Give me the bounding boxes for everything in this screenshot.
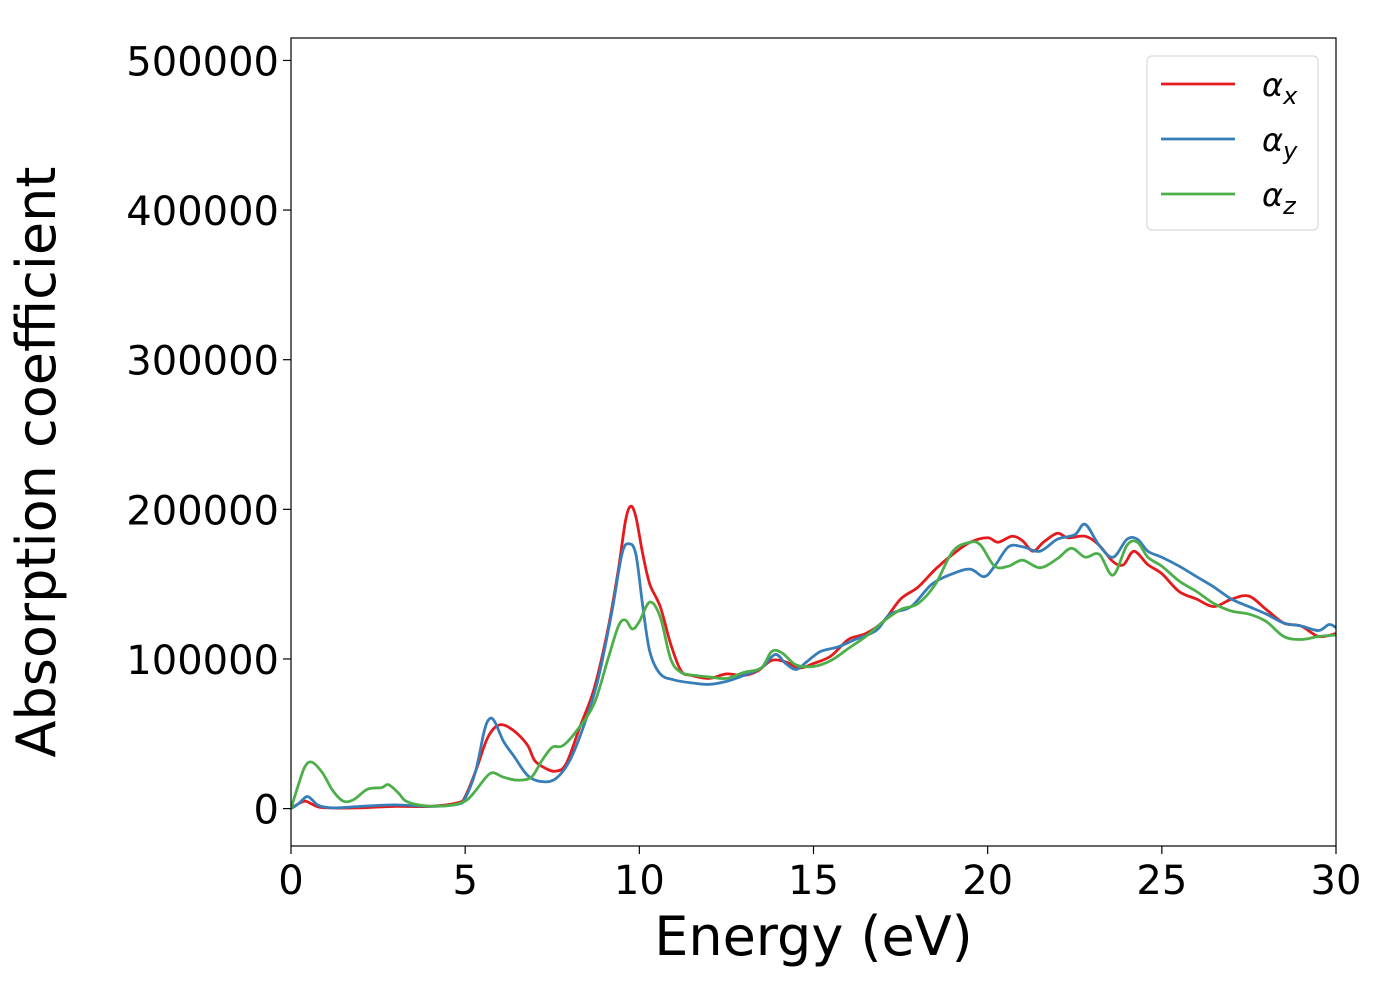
y-axis-ticks: 0 100000 200000 300000 400000 500000 — [126, 39, 291, 834]
x-tick-label: 15 — [788, 858, 839, 904]
y-tick-label: 300000 — [126, 339, 279, 385]
y-tick-label: 500000 — [126, 39, 279, 85]
y-tick-label: 100000 — [126, 638, 279, 684]
x-tick-label: 25 — [1136, 858, 1187, 904]
x-tick-label: 10 — [614, 858, 665, 904]
x-axis-ticks: 0 5 10 15 20 25 30 — [278, 846, 1361, 904]
legend-label-z: αz — [1262, 176, 1297, 220]
y-tick-label: 200000 — [126, 488, 279, 534]
x-tick-label: 5 — [452, 858, 477, 904]
x-tick-label: 20 — [962, 858, 1013, 904]
y-tick-label: 400000 — [126, 189, 279, 235]
series-line-y — [291, 522, 1336, 810]
legend-label-x: αx — [1262, 66, 1298, 110]
y-tick-label: 0 — [254, 788, 279, 834]
legend: αx αy αz — [1146, 55, 1319, 231]
x-tick-label: 30 — [1311, 858, 1362, 904]
series-layer — [291, 504, 1336, 810]
x-tick-label: 0 — [278, 858, 303, 904]
x-axis-title: Energy (eV) — [654, 905, 973, 968]
series-line-z — [291, 539, 1336, 810]
legend-label-y: αy — [1262, 121, 1298, 165]
y-axis-title: Absorption coefficient — [5, 167, 68, 758]
legend-box — [1146, 55, 1319, 231]
